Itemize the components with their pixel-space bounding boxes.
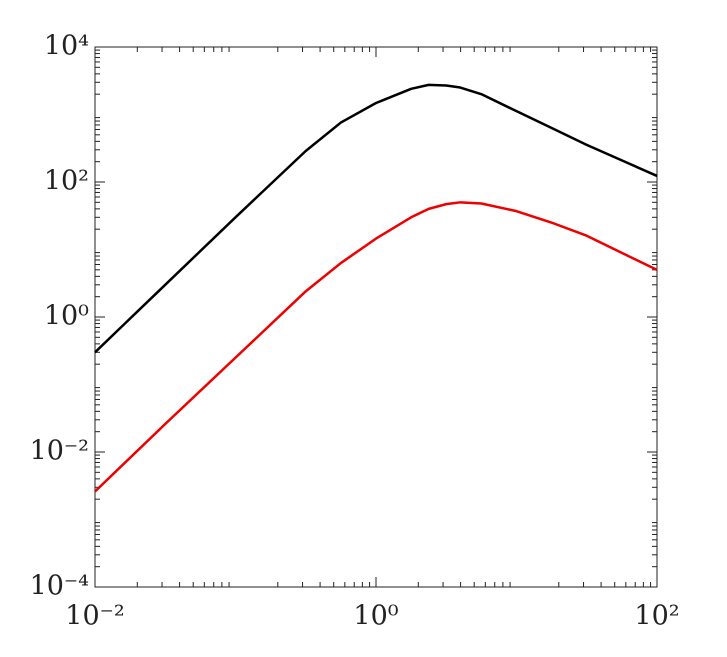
- x-tick-label: 10⁰: [353, 601, 398, 632]
- y-tick-label: 10⁴: [44, 31, 89, 62]
- y-tick-label: 10⁻²: [30, 436, 89, 467]
- y-tick-label: 10²: [44, 166, 89, 197]
- line-series: [94, 201, 658, 493]
- x-tick-label: 10⁻²: [65, 601, 124, 632]
- plot-frame: [94, 46, 658, 588]
- y-tick-label: 10⁰: [44, 301, 89, 332]
- y-tick-label: 10⁻⁴: [30, 571, 89, 602]
- line-series: [94, 83, 658, 354]
- x-tick-label: 10²: [634, 601, 679, 632]
